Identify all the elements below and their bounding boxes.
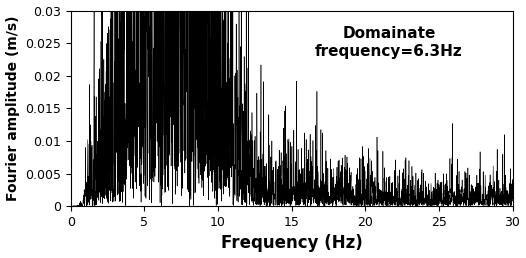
X-axis label: Frequency (Hz): Frequency (Hz) [221,235,362,252]
Y-axis label: Fourier amplitude (m/s): Fourier amplitude (m/s) [6,16,19,201]
Text: Domainate
frequency=6.3Hz: Domainate frequency=6.3Hz [315,26,463,59]
